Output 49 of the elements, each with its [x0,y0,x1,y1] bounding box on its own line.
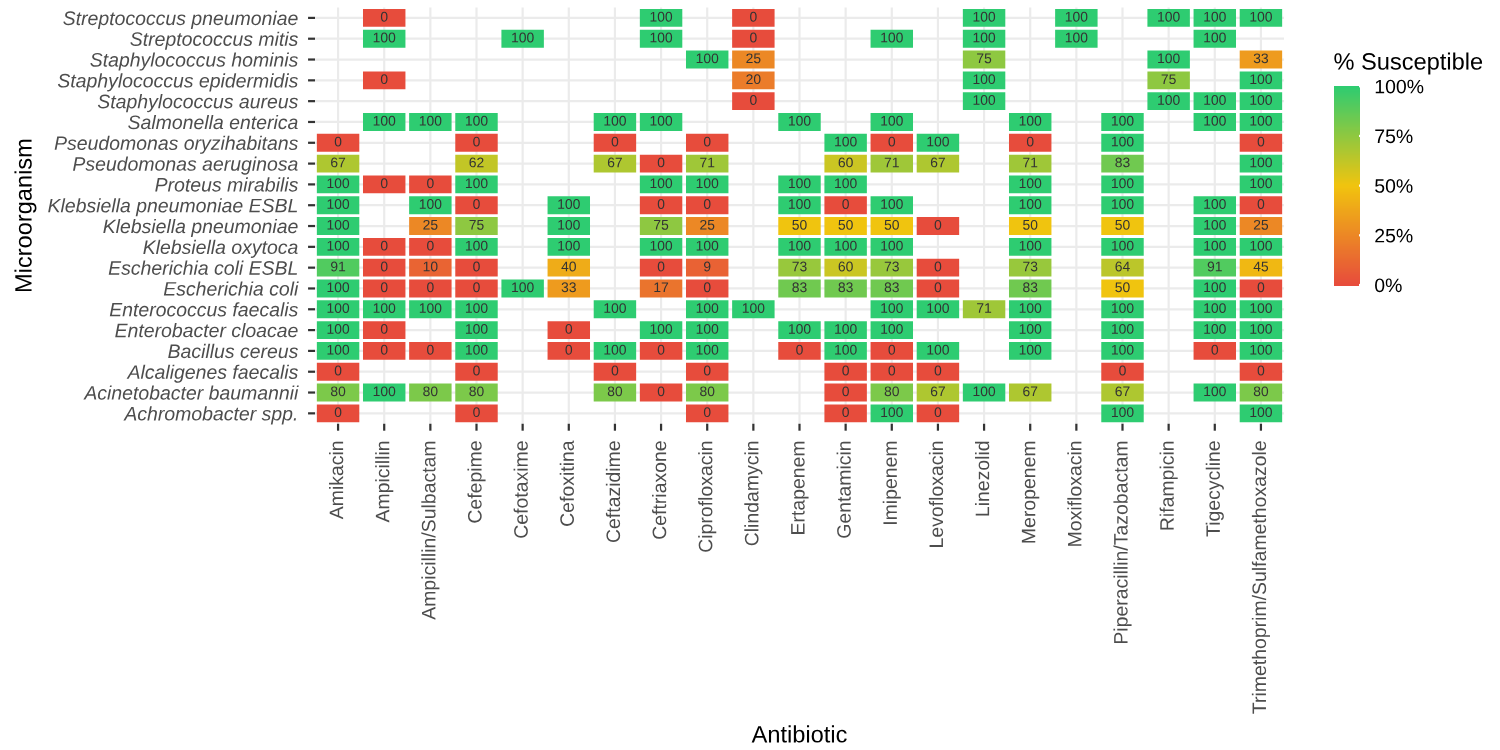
color-bar-label: 100% [1375,79,1424,94]
x-tick-label: Clindamycin [744,441,763,546]
y-tick-label: Escherichia coli [163,281,299,296]
y-tick-label: Enterobacter cloacae [115,323,298,338]
y-tick-label: Escherichia coli ESBL [108,260,297,275]
y-tick-label: Staphylococcus hominis [90,52,298,71]
x-tick-label: Cefepime [467,441,486,523]
y-tick-label: Proteus mirabilis [155,177,298,192]
x-tick-label: Imipenem [882,441,901,524]
x-tick-label: Moxifloxacin [1067,441,1082,546]
x-tick-label: Ertapenem [791,441,809,534]
x-tick-label: Trimethoprim/Sulfamethoxazole [1251,441,1270,714]
x-tick-label: Ceftazidime [605,441,621,543]
x-tick-label: Ceftriaxone [652,441,667,539]
color-bar-label: 75% [1375,129,1413,144]
y-tick-label: Pseudomonas aeruginosa [73,156,298,175]
y-tick-label: Klebsiella pneumoniae ESBL [48,198,297,217]
y-tick-label: Staphylococcus aureus [97,94,298,113]
y-tick-label: Klebsiella oxytoca [143,239,298,258]
y-tick-label: Alcaligenes faecalis [126,364,298,383]
x-tick-label: Tigecycline [1205,441,1224,537]
x-tick-label: Cefoxitina [559,440,575,526]
y-tick-label: Streptococcus pneumoniae [63,10,298,29]
y-tick-label: Staphylococcus epidermidis [57,73,298,92]
y-tick-label: Enterococcus faecalis [109,302,298,317]
x-axis-title: Antibiotic [751,725,847,743]
color-bar-label: 50% [1375,179,1413,193]
y-axis-title: Microorganism [14,139,37,292]
x-tick-label: Gentamicin [836,441,851,538]
x-tick-label: Amikacin [329,441,344,520]
y-tick-label: Salmonella enterica [128,114,298,130]
x-tick-label: Piperacillin/Tazobactam [1113,441,1132,644]
y-tick-label: Pseudomonas oryzihabitans [54,135,298,154]
x-tick-label: Ampicillin [375,441,394,523]
x-tick-label: Linezolid [975,441,990,516]
color-bar-label: 25% [1375,228,1413,243]
color-bar-label: 0% [1375,278,1402,293]
x-tick-label: Meropenem [1021,441,1040,543]
y-tick-label: Bacillus cereus [168,343,298,359]
x-tick-label: Ciprofloxacin [698,441,717,552]
x-tick-label: Rifampicin [1159,441,1178,530]
x-tick-label: Ampicillin/Sulbactam [421,441,440,620]
y-tick-label: Streptococcus mitis [130,31,298,50]
y-tick-label: Klebsiella pneumoniae [103,218,298,238]
x-tick-label: Cefotaxime [513,441,528,538]
color-bar-title: % Susceptible [1334,52,1483,75]
y-tick-label: Acinetobacter baumannii [83,385,299,400]
x-tick-label: Levofloxacin [928,441,944,547]
y-tick-label: Achromobacter spp. [123,406,296,425]
